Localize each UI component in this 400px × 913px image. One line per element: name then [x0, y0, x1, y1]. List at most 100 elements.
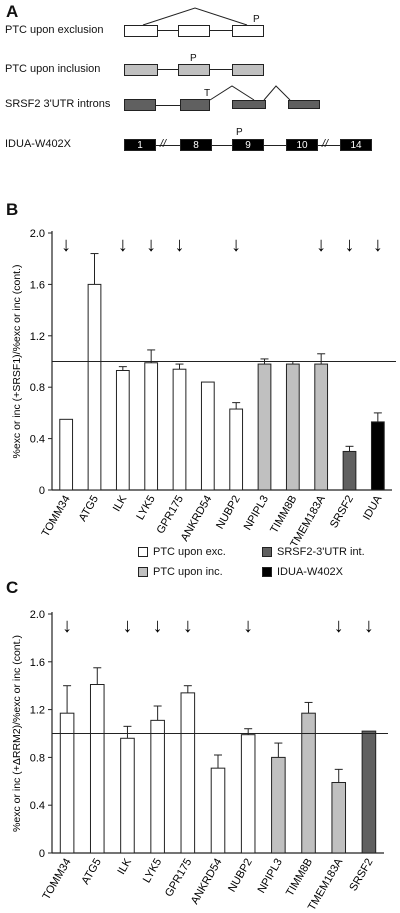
legend-item-idua: IDUA-W402X [262, 566, 343, 578]
legend-item-inc: PTC upon inc. [138, 566, 223, 578]
legend-label: IDUA-W402X [277, 566, 344, 578]
row-label-idua: IDUA-W402X [5, 138, 72, 150]
legend-swatch [138, 567, 148, 577]
legend-label: PTC upon exc. [153, 546, 226, 558]
break-mark: // [322, 138, 329, 150]
bar [229, 408, 244, 491]
bar [150, 719, 165, 854]
bar [200, 381, 215, 491]
bar [115, 369, 130, 491]
exon-box: 10 [286, 139, 318, 151]
category-label: NUBP2 [226, 857, 255, 895]
panel-b-letter: B [6, 200, 19, 219]
bar [172, 368, 187, 491]
category-label: ATG5 [80, 857, 104, 887]
legend-swatch [262, 567, 272, 577]
legend-swatch [262, 547, 272, 557]
intron-line [210, 69, 232, 71]
y-tick-label: 0 [39, 848, 45, 860]
intron-line [156, 105, 180, 107]
category-label: NPIPL3 [242, 494, 271, 533]
category-label: SRSF2 [328, 494, 356, 531]
bar [59, 418, 74, 491]
intron-line [156, 145, 180, 147]
y-tick-label: 1.6 [30, 657, 45, 669]
y-tick-label: 1.2 [30, 331, 45, 343]
bar [144, 362, 159, 491]
arrow-marker: ↓ [345, 234, 355, 256]
category-label: NUBP2 [214, 494, 243, 532]
row-label-srsf2-utr: SRSF2 3'UTR introns [5, 98, 111, 110]
category-label: GPR175 [155, 494, 186, 537]
y-axis-label: %exc or inc (+ΔRRM2)/%exc or inc (cont.) [11, 635, 23, 832]
exon-box [180, 99, 210, 111]
bar [301, 712, 316, 854]
exon-box [232, 25, 264, 37]
y-tick-label: 2.0 [30, 228, 45, 240]
panel-c-letter: C [6, 578, 19, 597]
ptc-marker: P [236, 127, 243, 138]
arrow-marker: ↓ [122, 615, 132, 637]
y-tick-label: 0.4 [30, 434, 45, 446]
intron-line [210, 30, 232, 32]
panel-a-letter: A [6, 2, 19, 21]
arrow-marker: ↓ [146, 234, 156, 256]
bar [120, 737, 135, 854]
utr-intron-junctions [209, 85, 291, 101]
arrow-marker: ↓ [243, 615, 253, 637]
y-axis-label: %exc or inc (+SRSF1)/%exc or inc (cont.) [11, 264, 23, 458]
y-tick-label: 1.6 [30, 279, 45, 291]
category-label: NPIPL3 [256, 857, 285, 896]
legend-label: PTC upon inc. [153, 566, 223, 578]
arrow-marker: ↓ [364, 615, 374, 637]
exon-box [124, 25, 158, 37]
intron-line [158, 30, 178, 32]
legend-label: SRSF2-3'UTR int. [277, 546, 365, 558]
category-label: ANKRD54 [189, 857, 225, 907]
category-label: ILK [111, 493, 130, 514]
bar [210, 767, 226, 854]
category-label: GPR175 [163, 857, 194, 900]
bar [370, 421, 385, 491]
bar [271, 756, 286, 854]
y-tick-label: 0.4 [30, 800, 45, 812]
legend-swatch [138, 547, 148, 557]
intron-line [318, 145, 340, 147]
bar [257, 363, 272, 491]
termination-marker: T [204, 88, 211, 99]
skip-junction [142, 7, 248, 26]
intron-line [212, 145, 232, 147]
utr-segment [288, 100, 320, 109]
category-label: IDUA [361, 493, 385, 522]
y-tick-label: 0 [39, 485, 45, 497]
exon-box [178, 25, 210, 37]
y-tick-label: 0.8 [30, 752, 45, 764]
exon-box [178, 64, 210, 76]
category-label: SRSF2 [347, 857, 375, 894]
row-label-exclusion: PTC upon exclusion [5, 24, 104, 36]
category-label: LYK5 [134, 494, 157, 523]
bar [89, 684, 105, 854]
legend-item-exc: PTC upon exc. [138, 546, 226, 558]
bar [180, 692, 196, 854]
exon-box: 14 [340, 139, 372, 151]
bar [331, 781, 347, 854]
category-label: TIMM8B [284, 857, 315, 899]
exon-box: 1 [124, 139, 156, 151]
row-label-inclusion: PTC upon inclusion [5, 63, 101, 75]
arrow-marker: ↓ [316, 234, 326, 256]
category-label: TOMM34 [40, 857, 73, 903]
y-tick-label: 1.2 [30, 705, 45, 717]
chart-b: 0 0.4 0.8 1.2 1.6 2.0 %exc or inc (+SRSF1)/%ex… [11, 228, 396, 545]
bar [285, 363, 300, 491]
bar [314, 363, 329, 491]
category-label: ATG5 [77, 494, 101, 524]
chart-c: 0 0.4 0.8 1.2 1.6 2.0 %exc or inc (+ΔRRM2)/%ex… [11, 609, 388, 913]
arrow-marker: ↓ [62, 615, 72, 637]
arrow-marker: ↓ [118, 234, 128, 256]
exon-box: 9 [232, 139, 264, 151]
ptc-marker: P [190, 53, 197, 64]
arrow-marker: ↓ [175, 234, 185, 256]
arrow-marker: ↓ [183, 615, 193, 637]
bar [59, 712, 75, 854]
